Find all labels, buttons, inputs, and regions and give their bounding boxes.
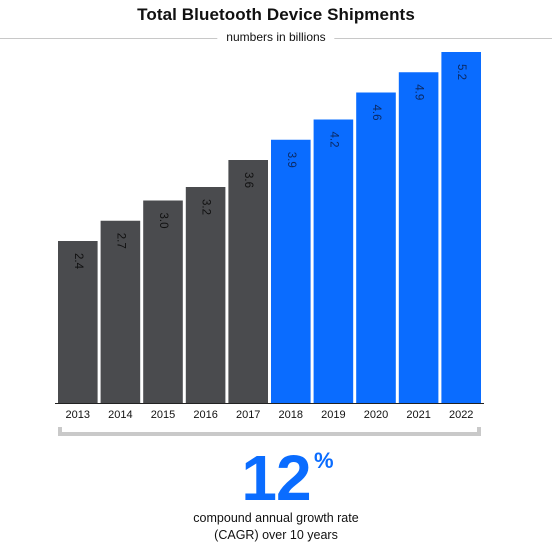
bar-2015	[143, 200, 183, 403]
x-tick-label-2020: 2020	[364, 409, 388, 421]
x-tick-label-2014: 2014	[108, 409, 132, 421]
cagr-callout: 12%	[0, 446, 552, 510]
cagr-description: compound annual growth rate (CAGR) over …	[0, 510, 552, 544]
x-tick-label-2019: 2019	[321, 409, 345, 421]
value-label-2015: 3.0	[157, 213, 169, 229]
period-bracket	[58, 427, 481, 436]
bar-2019	[313, 119, 354, 403]
x-tick-label-2022: 2022	[449, 409, 473, 421]
cagr-percent-symbol: %	[314, 448, 334, 473]
chart-subtitle: numbers in billions	[217, 30, 335, 44]
cagr-value-block: 12%	[241, 446, 333, 510]
value-label-2020: 4.6	[370, 105, 382, 121]
value-label-2017: 3.6	[242, 172, 254, 188]
bar-2016	[185, 187, 226, 403]
bar-2021	[398, 72, 439, 403]
value-label-2014: 2.7	[114, 233, 126, 249]
bar-2018	[271, 139, 311, 403]
x-tick-label-2013: 2013	[66, 409, 90, 421]
bar-2017	[228, 160, 268, 403]
x-tick-label-2016: 2016	[193, 409, 217, 421]
value-label-2022: 5.2	[455, 64, 467, 80]
x-tick-label-2015: 2015	[151, 409, 175, 421]
bar-2013	[58, 241, 98, 403]
value-label-2021: 4.9	[413, 84, 425, 100]
x-tick-label-2021: 2021	[406, 409, 430, 421]
cagr-description-line1: compound annual growth rate	[193, 511, 359, 525]
x-tick-label-2018: 2018	[279, 409, 303, 421]
chart-title: Total Bluetooth Device Shipments	[137, 5, 415, 24]
cagr-value: 12	[241, 442, 311, 514]
bar-2022	[441, 52, 481, 403]
bar-2014	[100, 220, 141, 403]
value-label-2013: 2.4	[72, 253, 84, 270]
x-tick-label-2017: 2017	[236, 409, 260, 421]
value-label-2019: 4.2	[327, 132, 339, 148]
bar-2020	[356, 92, 396, 403]
value-label-2018: 3.9	[285, 152, 297, 168]
cagr-description-line2: (CAGR) over 10 years	[214, 528, 338, 542]
value-label-2016: 3.2	[200, 199, 212, 215]
